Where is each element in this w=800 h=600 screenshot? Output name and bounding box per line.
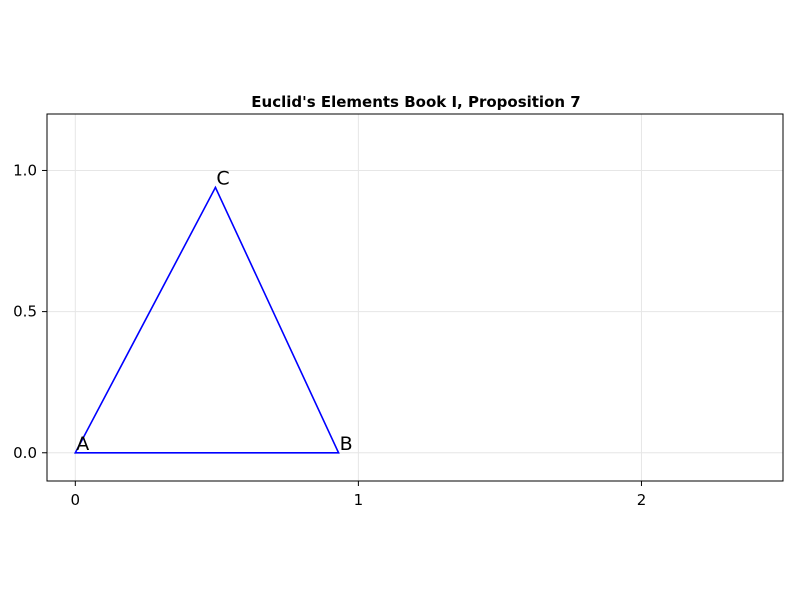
x-tick-label: 0 (71, 491, 81, 509)
x-tick-label: 1 (354, 491, 364, 509)
vertex-label-b: B (340, 433, 353, 455)
chart-title: Euclid's Elements Book I, Proposition 7 (251, 93, 580, 111)
vertex-point (337, 451, 340, 454)
axis-ticks: 0 1 2 0.0 0.5 1.0 (13, 161, 646, 509)
y-tick-label: 0.0 (13, 444, 37, 462)
y-tick-label: 0.5 (13, 303, 37, 321)
plot-area-frame (46, 113, 784, 482)
triangle-series-line (73, 185, 340, 454)
x-tick-label: 2 (637, 491, 647, 509)
vertex-label-c: C (216, 167, 229, 189)
vertex-label-a: A (76, 433, 89, 455)
series-layer (73, 185, 340, 454)
vertex-point (214, 186, 217, 189)
y-tick-label: 1.0 (13, 161, 37, 179)
vertex-point (74, 451, 77, 454)
annotations: A B C (76, 167, 352, 454)
